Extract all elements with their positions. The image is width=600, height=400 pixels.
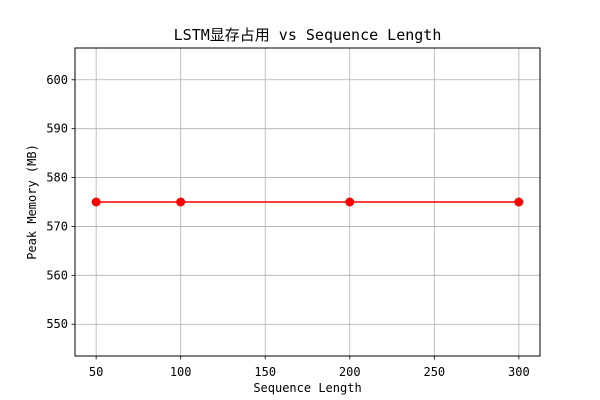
x-tick-label: 150: [254, 365, 276, 379]
y-axis-label: Peak Memory (MB): [25, 144, 39, 260]
y-tick-label: 550: [46, 317, 68, 331]
y-tick-label: 570: [46, 219, 68, 233]
x-tick-label: 100: [170, 365, 192, 379]
series-layer: [91, 197, 524, 207]
x-tick-label: 50: [89, 365, 103, 379]
x-tick-label: 200: [339, 365, 361, 379]
y-tick-label: 560: [46, 268, 68, 282]
data-point: [91, 197, 101, 207]
chart-title: LSTM显存占用 vs Sequence Length: [174, 26, 442, 44]
x-axis: 50 100 150 200 250 300: [89, 356, 530, 379]
x-tick-label: 250: [423, 365, 445, 379]
plot-frame: [74, 47, 541, 357]
y-tick-label: 580: [46, 171, 68, 185]
data-point: [514, 197, 524, 207]
y-tick-label: 590: [46, 122, 68, 136]
y-tick-label: 600: [46, 73, 68, 87]
data-point: [345, 197, 355, 207]
data-point: [176, 197, 186, 207]
x-tick-label: 300: [508, 365, 530, 379]
y-axis: 550 560 570 580 590 600: [46, 73, 75, 331]
x-axis-label: Sequence Length: [253, 381, 361, 395]
